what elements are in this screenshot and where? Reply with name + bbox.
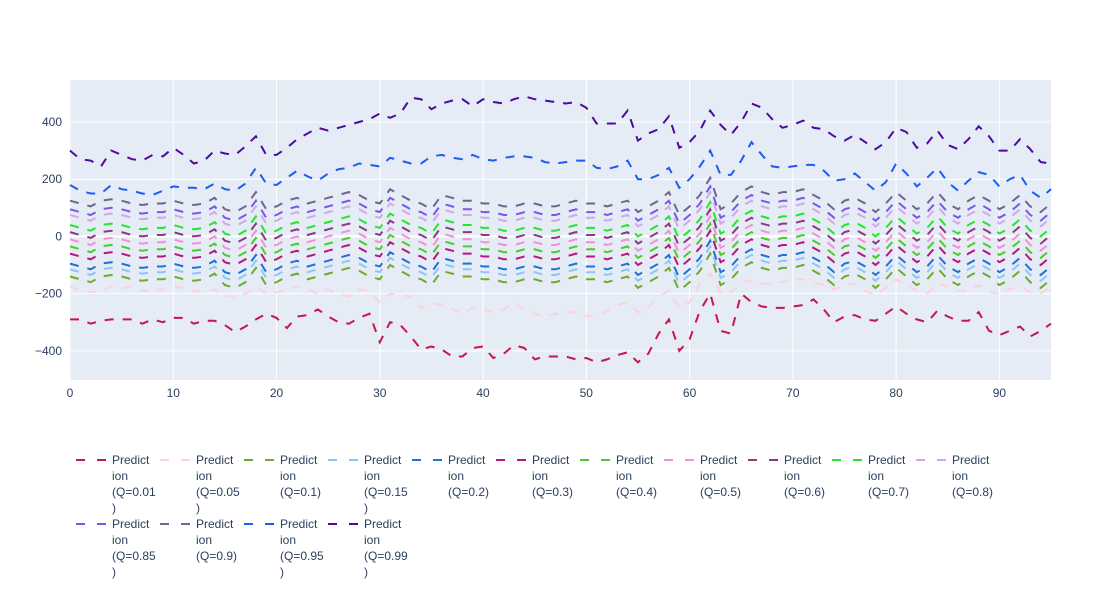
- series-line-0.2: [69, 238, 1052, 280]
- legend-swatch: [580, 459, 610, 461]
- legend-label: Predict ion (Q=0.8): [952, 453, 994, 499]
- series-line-0.95: [69, 140, 1052, 200]
- legend-item[interactable]: Predict ion (Q=0.8): [916, 450, 1000, 514]
- legend-swatch: [832, 459, 862, 461]
- y-tick-label: 400: [42, 115, 62, 129]
- legend-swatch: [160, 523, 190, 525]
- y-tick-label: −400: [35, 344, 62, 358]
- legend-item[interactable]: Predict ion (Q=0.01 ): [76, 450, 160, 515]
- x-tick-label: 40: [476, 386, 490, 400]
- legend-item[interactable]: Predict ion (Q=0.15 ): [328, 450, 412, 515]
- legend-label: Predict ion (Q=0.95 ): [280, 517, 324, 579]
- legend-item[interactable]: Predict ion (Q=0.4): [580, 450, 664, 514]
- legend-label: Predict ion (Q=0.5): [700, 453, 742, 499]
- x-tick-label: 70: [786, 386, 800, 400]
- x-tick-label: 90: [993, 386, 1007, 400]
- y-axis-ticks: −400 −200 0 200 400: [35, 115, 62, 358]
- series-lines: [69, 95, 1052, 364]
- series-line-0.15: [69, 244, 1052, 286]
- legend-item[interactable]: Predict ion (Q=0.5): [664, 450, 748, 514]
- legend-swatch: [748, 459, 778, 461]
- x-tick-label: 50: [580, 386, 594, 400]
- legend-label: Predict ion (Q=0.15 ): [364, 453, 408, 515]
- legend-item[interactable]: Predict ion (Q=0.6): [748, 450, 832, 514]
- x-tick-label: 30: [373, 386, 387, 400]
- legend-swatch: [664, 459, 694, 461]
- series-line-0.05: [69, 271, 1052, 318]
- y-tick-label: −200: [35, 287, 62, 301]
- series-line-0.4: [69, 221, 1052, 263]
- legend-swatch: [76, 523, 106, 525]
- legend-label: Predict ion (Q=0.9): [196, 517, 238, 563]
- x-tick-label: 10: [167, 386, 181, 400]
- legend-label: Predict ion (Q=0.1): [280, 453, 322, 499]
- legend-swatch: [244, 459, 274, 461]
- x-tick-label: 60: [683, 386, 697, 400]
- series-line-0.6: [69, 206, 1052, 249]
- legend-swatch: [76, 459, 106, 461]
- legend-swatch: [328, 523, 358, 525]
- x-tick-label: 0: [67, 386, 74, 400]
- legend-item[interactable]: Predict ion (Q=0.2): [412, 450, 496, 514]
- legend-item[interactable]: Predict ion (Q=0.9): [160, 514, 244, 578]
- legend-item[interactable]: Predict ion (Q=0.05 ): [160, 450, 244, 515]
- series-line-0.85: [69, 184, 1052, 226]
- x-tick-label: 80: [889, 386, 903, 400]
- legend-label: Predict ion (Q=0.99 ): [364, 517, 408, 579]
- legend-swatch: [412, 459, 442, 461]
- legend-item[interactable]: Predict ion (Q=0.7): [832, 450, 916, 514]
- legend-label: Predict ion (Q=0.05 ): [196, 453, 240, 515]
- legend-swatch: [328, 459, 358, 461]
- legend-swatch: [916, 459, 946, 461]
- series-line-0.1: [69, 251, 1052, 293]
- legend-item[interactable]: Predict ion (Q=0.85 ): [76, 514, 160, 579]
- legend-label: Predict ion (Q=0.3): [532, 453, 574, 499]
- legend-label: Predict ion (Q=0.7): [868, 453, 910, 499]
- x-tick-label: 20: [270, 386, 284, 400]
- legend-item[interactable]: Predict ion (Q=0.95 ): [244, 514, 328, 579]
- series-line-0.9: [69, 175, 1052, 217]
- legend-item[interactable]: Predict ion (Q=0.1): [244, 450, 328, 514]
- gridlines: [69, 80, 1051, 380]
- plot-background: [70, 80, 1051, 380]
- series-line-0.01: [70, 291, 1052, 364]
- y-tick-label: 200: [42, 172, 62, 186]
- legend-swatch: [160, 459, 190, 461]
- series-line-0.7: [69, 199, 1052, 241]
- series-line-0.3: [69, 228, 1052, 270]
- series-line-0.5: [69, 214, 1052, 256]
- legend-item[interactable]: Predict ion (Q=0.99 ): [328, 514, 412, 579]
- legend-label: Predict ion (Q=0.2): [448, 453, 490, 499]
- legend-swatch: [496, 459, 526, 461]
- legend-item[interactable]: Predict ion (Q=0.3): [496, 450, 580, 514]
- x-axis-ticks: 0 10 20 30 40 50 60 70 80 90: [67, 386, 1007, 400]
- legend-swatch: [244, 523, 274, 525]
- legend-label: Predict ion (Q=0.6): [784, 453, 826, 499]
- legend-label: Predict ion (Q=0.4): [616, 453, 658, 499]
- y-tick-label: 0: [55, 229, 62, 243]
- series-line-0.8: [69, 189, 1052, 231]
- legend-label: Predict ion (Q=0.85 ): [112, 517, 156, 579]
- legend-label: Predict ion (Q=0.01 ): [112, 453, 156, 515]
